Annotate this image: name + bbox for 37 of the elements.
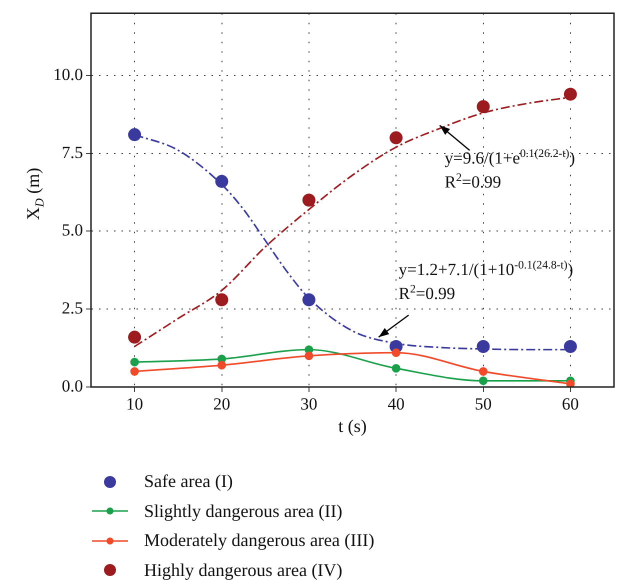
x-tick-label: 20: [213, 394, 230, 414]
legend-label: Moderately dangerous area (III): [144, 530, 374, 552]
point: [564, 340, 577, 354]
y-axis-title: XD (m): [23, 168, 46, 220]
point: [217, 360, 226, 370]
point: [390, 131, 403, 144]
point: [478, 367, 488, 376]
x-tick-label: 30: [300, 394, 318, 414]
point: [476, 100, 490, 114]
point: [476, 340, 490, 354]
point: [130, 358, 139, 366]
point: [302, 293, 316, 306]
legend-label: Safe area (I): [144, 471, 233, 492]
point: [302, 194, 316, 207]
y-tick-label: 0.0: [62, 376, 83, 396]
x-tick-label: 40: [388, 394, 405, 414]
x-axis-title: t (s): [338, 416, 367, 436]
legend-label: Slightly dangerous area (II): [144, 500, 342, 522]
point: [392, 348, 400, 358]
point: [128, 330, 142, 344]
point: [478, 376, 488, 386]
point: [392, 364, 400, 373]
legend-label: Highly dangerous area (IV): [144, 560, 342, 581]
point: [128, 128, 142, 142]
y-tick-label: 7.5: [62, 142, 83, 162]
point: [215, 293, 228, 306]
x-tick-label: 60: [562, 394, 579, 414]
point: [566, 380, 575, 387]
x-tick-label: 50: [474, 394, 492, 414]
point: [130, 367, 139, 376]
y-tick-label: 5.0: [62, 220, 83, 240]
point: [564, 88, 577, 101]
y-tick-label: 10.0: [53, 64, 83, 84]
y-tick-label: 2.5: [62, 298, 83, 318]
point: [215, 174, 228, 188]
point: [304, 352, 314, 360]
x-tick-label: 10: [126, 394, 144, 414]
